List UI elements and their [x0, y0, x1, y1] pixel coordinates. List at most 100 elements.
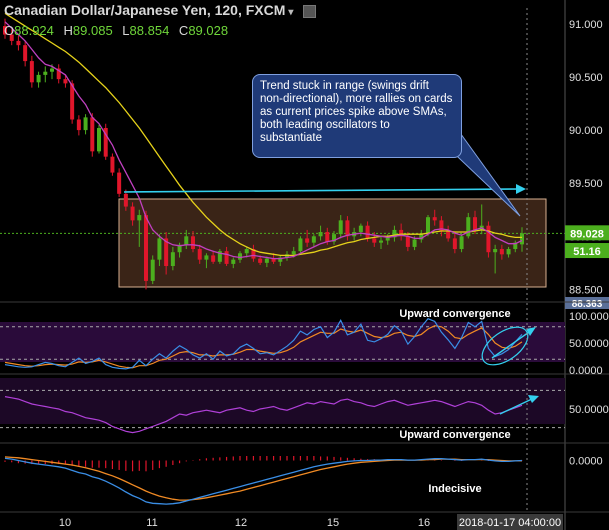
range-arrow: [123, 188, 521, 193]
candle-body: [338, 220, 343, 235]
upper-cut-tag: [565, 297, 609, 309]
osc1-axis-label: 50.0000: [569, 338, 609, 350]
osc2-line: [4, 396, 523, 434]
candle-body: [164, 238, 169, 267]
candle-body: [332, 234, 336, 242]
candle-body: [244, 249, 249, 254]
candle-body: [345, 220, 350, 237]
last-price-tag: [565, 225, 609, 241]
time-axis-label: 15: [327, 517, 339, 529]
open-key: O: [4, 23, 15, 38]
candle-body: [439, 220, 444, 231]
symbol-dropdown-icon[interactable]: ▾: [288, 7, 294, 18]
high-key: H: [63, 23, 73, 38]
candle-body: [251, 249, 256, 259]
candle-body: [419, 234, 424, 240]
candle-body: [238, 253, 242, 260]
low-key: L: [122, 23, 130, 38]
osc2-arrow-head: [528, 395, 539, 403]
osc1-axis-label: 100.000: [569, 311, 609, 323]
candle-body: [150, 259, 155, 281]
candle-body: [9, 34, 14, 41]
candle-body: [90, 117, 95, 152]
candle-body: [325, 232, 330, 242]
candle-body: [3, 26, 7, 35]
candle-body: [486, 225, 491, 253]
candle-body: [103, 127, 108, 157]
candle-body: [231, 259, 236, 264]
candle-body: [29, 61, 34, 83]
time-axis-label: 12: [235, 517, 247, 529]
candle-body: [513, 242, 518, 250]
candle-body: [506, 249, 511, 255]
macd-signal-line: [4, 456, 522, 501]
candle-body: [63, 79, 68, 84]
candle-body: [264, 258, 269, 263]
osc2-axis-label: 50.0000: [569, 404, 609, 416]
osc1-arrow-head: [526, 327, 536, 336]
candle-body: [358, 225, 363, 233]
candle-body: [392, 229, 397, 238]
candle-body: [318, 232, 323, 237]
candle-body: [271, 258, 276, 262]
candle-body: [56, 68, 61, 80]
candle-body: [493, 249, 498, 253]
candle-body: [224, 251, 229, 264]
range-arrow-head: [516, 184, 526, 194]
candle-body: [520, 233, 524, 245]
close-key: C: [178, 23, 189, 38]
candle-body: [217, 251, 222, 262]
candle-body: [76, 119, 81, 131]
candle-body: [130, 206, 135, 221]
candle-body: [372, 238, 377, 243]
sma-slow-line: [4, 12, 522, 257]
upward-convergence-label-1: Upward convergence: [399, 308, 510, 320]
upper-cut-tag-text: 88.363: [572, 299, 603, 310]
candle-body: [43, 71, 48, 75]
indicator-tag-text: 51.16: [573, 246, 601, 258]
price-axis-label: 90.000: [569, 125, 603, 137]
candle-body: [23, 45, 28, 62]
candle-body: [399, 229, 404, 237]
candle-body: [177, 244, 182, 253]
analysis-callout: Trend stuck in range (swings drift non-d…: [252, 74, 462, 158]
settings-icon[interactable]: [303, 4, 317, 18]
macd-axis-label: 0.0000: [569, 456, 603, 468]
candle-body: [365, 225, 370, 239]
candle-body: [426, 217, 430, 235]
candle-body: [170, 252, 175, 267]
candle-body: [191, 236, 195, 250]
osc1-axis-label: 0.0000: [569, 365, 603, 377]
open-value: 88.924: [14, 23, 54, 38]
price-axis-label: 91.000: [569, 19, 603, 31]
candle-body: [291, 251, 296, 255]
chart-title: Canadian Dollar/Japanese Yen, 120, FXCM: [4, 2, 286, 18]
price-axis-label: 89.500: [569, 178, 603, 190]
candle-body: [110, 156, 115, 173]
time-axis-label: 10: [59, 517, 71, 529]
candle-body: [446, 230, 451, 239]
price-axis-label: 88.500: [569, 284, 603, 296]
crosshair-time-box: [457, 514, 563, 530]
last-price-tag-text: 89.028: [570, 228, 604, 240]
candle-body: [70, 83, 75, 120]
indicator-tag: [565, 243, 609, 259]
candle-body: [311, 236, 316, 243]
candle-body: [184, 236, 189, 245]
candle-body: [466, 217, 471, 237]
candle-body: [83, 117, 88, 131]
low-value: 88.854: [129, 23, 170, 38]
time-axis-label: 11: [146, 517, 157, 529]
time-axis-label: 16: [418, 517, 430, 529]
candle-body: [36, 74, 41, 83]
candle-body: [211, 255, 216, 262]
candle-body: [298, 238, 303, 252]
candle-body: [16, 40, 21, 46]
candle-body: [379, 240, 383, 243]
ohlc-readout: O88.924 H89.085 L88.854 C89.028: [4, 23, 234, 38]
osc2-band: [0, 378, 565, 424]
high-value: 89.085: [72, 23, 113, 38]
candle-body: [432, 217, 437, 221]
candle-body: [204, 255, 209, 260]
